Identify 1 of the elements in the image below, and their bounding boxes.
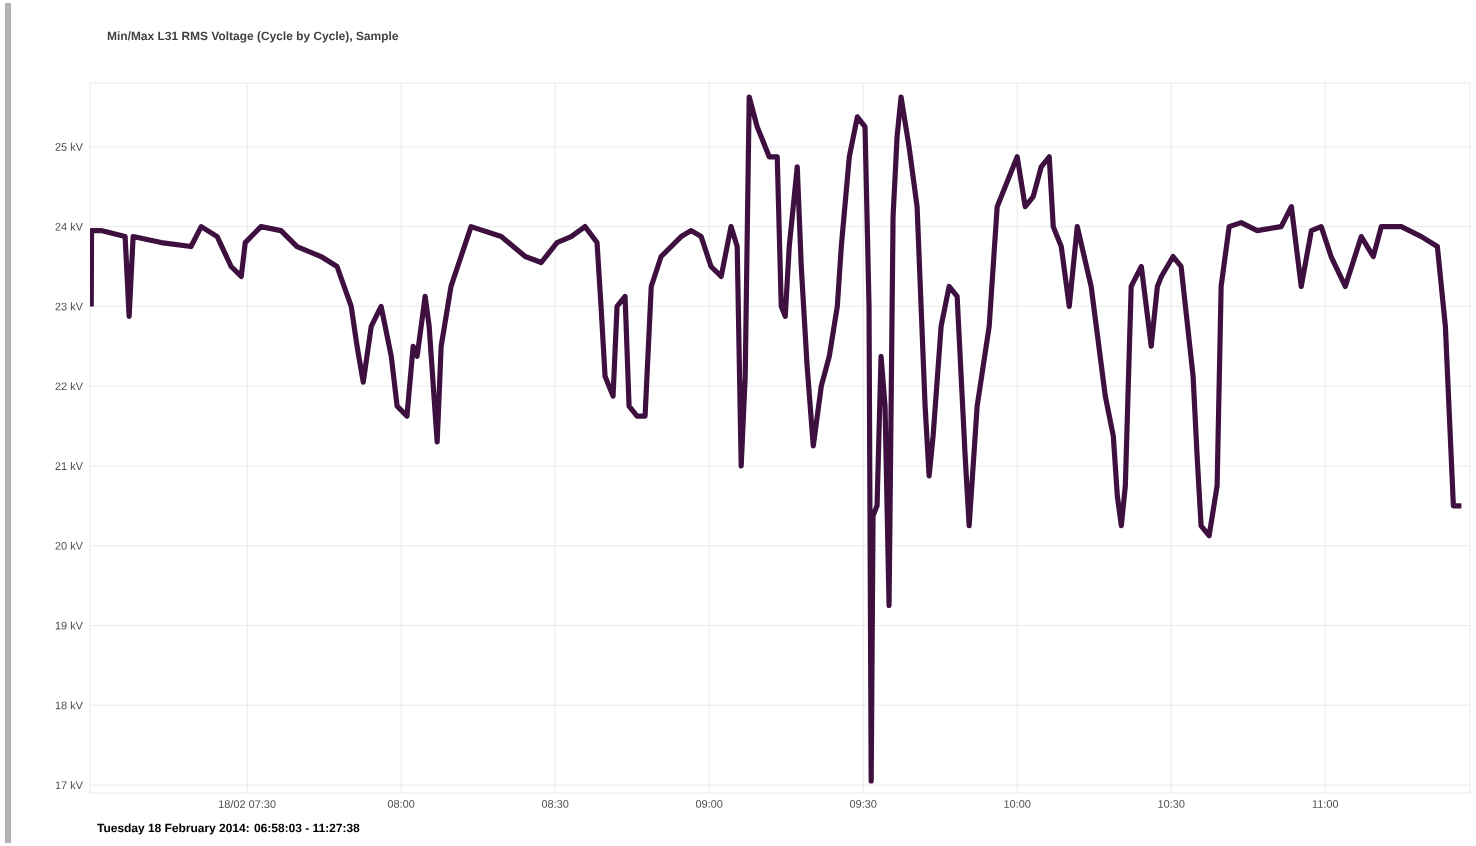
- line-series: [90, 94, 1464, 784]
